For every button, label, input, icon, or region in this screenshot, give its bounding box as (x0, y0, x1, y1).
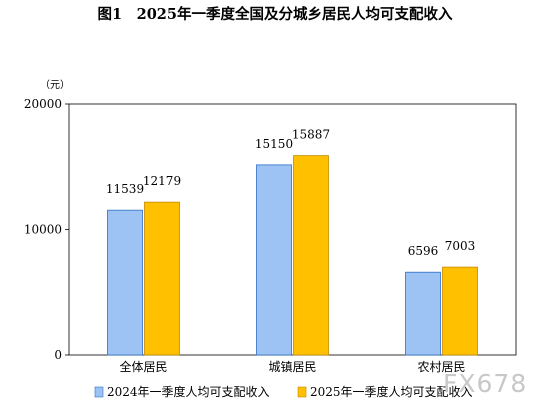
data-label: 11539 (106, 182, 144, 196)
x-category-label: 全体居民 (119, 359, 167, 374)
y-tick-label: 20000 (24, 97, 62, 111)
legend-swatch (94, 386, 104, 398)
legend-label: 2024年一季度人均可支配收入 (107, 384, 270, 399)
chart-title: 图1 2025年一季度全国及分城乡居民人均可支配收入 (98, 5, 453, 23)
y-tick-label: 0 (54, 348, 62, 362)
data-label: 7003 (445, 239, 476, 253)
bar (144, 201, 180, 356)
legend-label: 2025年一季度人均可支配收入 (310, 384, 473, 399)
y-unit-label: （元） (40, 79, 70, 91)
bar (293, 155, 329, 356)
data-label: 15887 (292, 128, 330, 142)
data-label: 15150 (255, 137, 293, 151)
bar (442, 266, 478, 356)
bar (107, 209, 143, 356)
data-label: 6596 (408, 244, 439, 258)
legend: 2024年一季度人均可支配收入 2025年一季度人均可支配收入 (94, 384, 473, 399)
watermark: FX678 (443, 369, 527, 398)
y-axis: 0 10000 20000 (24, 97, 69, 362)
legend-swatch (297, 386, 307, 398)
bars (107, 155, 478, 356)
x-category-label: 农村居民 (417, 360, 465, 374)
data-label: 12179 (143, 174, 181, 188)
x-category-label: 城镇居民 (268, 360, 316, 374)
x-axis: 全体居民 城镇居民 农村居民 (119, 359, 465, 374)
bar (405, 271, 441, 356)
y-tick-label: 10000 (24, 223, 62, 237)
bar (256, 164, 292, 356)
